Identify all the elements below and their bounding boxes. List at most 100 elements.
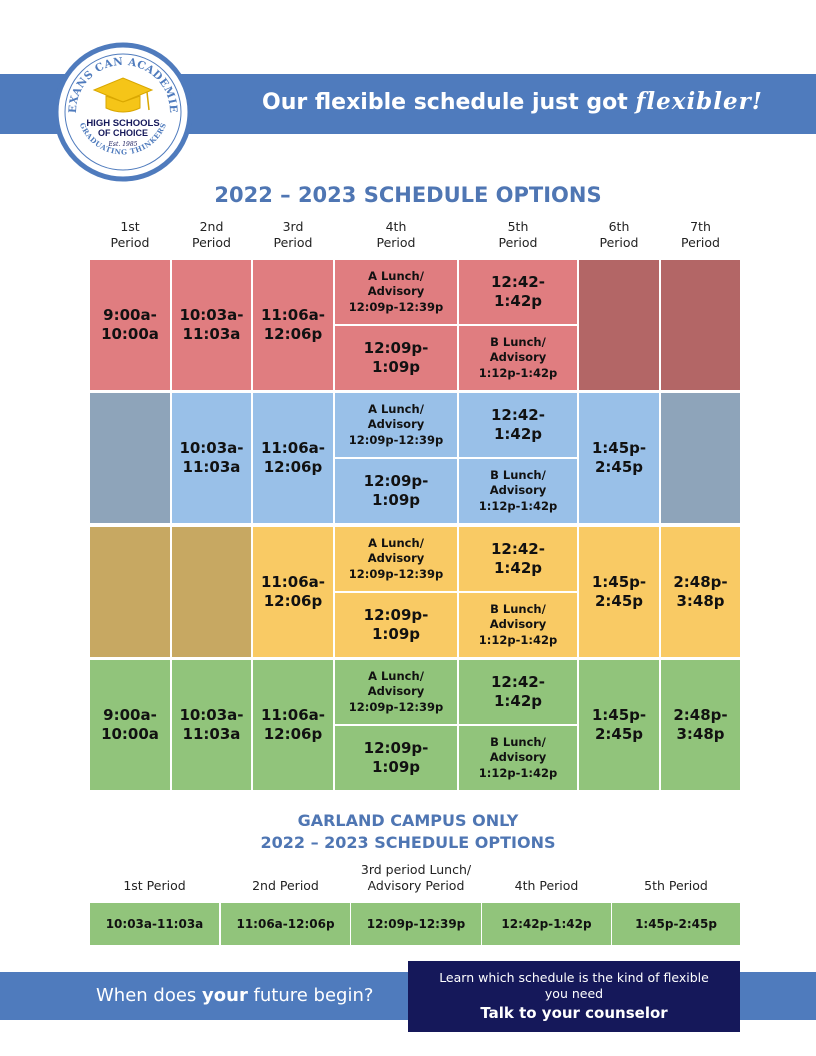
row2-period5-class: 12:42- 1:42p [459,393,577,457]
column-header-label: Period [192,234,231,250]
column-header-label: Period [110,234,150,250]
row4-period7-cell: 2:48p- 3:48p [661,660,740,790]
column-header-label: Period [498,234,538,250]
garland-time-1: 10:03a-11:03a [90,903,219,945]
row1-period4-class-text: 12:09p- 1:09p [363,339,429,376]
row4-period2-cell-text: 10:03a- 11:03a [179,706,244,743]
row3-period7-cell-text: 2:48p- 3:48p [673,573,728,610]
row2-period5-b-lunch: B Lunch/ Advisory 1:12p-1:42p [459,459,577,523]
row3-period6-cell-text: 1:45p- 2:45p [591,573,647,610]
row4-period1-cell: 9:00a- 10:00a [90,660,170,790]
column-header-1: 1st Period [90,219,170,250]
garland-header-4: 4th Period [514,878,579,893]
row1-period4-a-lunch: A Lunch/ Advisory 12:09p-12:39p [335,260,457,324]
row2-period5-b-lunch-text: B Lunch/ Advisory 1:12p-1:42p [478,467,558,513]
row1-period1-cell: 9:00a- 10:00a [90,260,170,390]
garland-time-5: 1:45p-2:45p [612,903,740,945]
column-header-2: 2nd Period [172,219,251,250]
row2-period6-cell: 1:45p- 2:45p [579,393,659,523]
row1-period2-cell: 10:03a- 11:03a [172,260,251,390]
row1-period5-b-lunch: B Lunch/ Advisory 1:12p-1:42p [459,326,577,390]
row3-period5-class: 12:42- 1:42p [459,527,577,591]
row3-period4-class: 12:09p- 1:09p [335,593,457,657]
row4-period1-cell-text: 9:00a- 10:00a [101,706,159,743]
row4-period4-class-text: 12:09p- 1:09p [363,739,429,776]
headline-script: flexibler! [635,88,763,115]
column-header-number: 6th [608,219,630,234]
row3-period5-b-lunch-text: B Lunch/ Advisory 1:12p-1:42p [478,601,558,647]
column-header-3: 3rd Period [253,219,333,250]
schedule-title: 2022 – 2023 SCHEDULE OPTIONS [214,183,602,207]
garland-time-2: 11:06a-12:06p [221,903,350,945]
row2-period6-cell-text: 1:45p- 2:45p [591,439,647,476]
column-header-number: 3rd [282,219,304,234]
row4-period5-class: 12:42- 1:42p [459,660,577,724]
logo-established: Est. 1985 [108,141,138,148]
headline-main: Our flexible schedule just got [262,90,636,115]
row2-period1-cell [90,393,170,523]
column-header-number: 1st [120,219,140,234]
row4-period5-class-text: 12:42- 1:42p [491,673,545,710]
row2-period4-class-text: 12:09p- 1:09p [363,472,429,509]
row3-period3-cell-text: 11:06a- 12:06p [260,573,326,610]
row3-period3-cell: 11:06a- 12:06p [253,527,333,657]
garland-time-4: 12:42p-1:42p [482,903,611,945]
logo-center-line2: OF CHOICE [98,128,148,138]
garland-header-2: 2nd Period [252,878,319,893]
row1-period5-class-text: 12:42- 1:42p [491,273,545,310]
row3-period4-a-lunch-text: A Lunch/ Advisory 12:09p-12:39p [348,535,444,581]
row3-period5-class-text: 12:42- 1:42p [491,540,545,577]
row4-period7-cell-text: 2:48p- 3:48p [673,706,728,743]
row1-period1-cell-text: 9:00a- 10:00a [101,306,159,343]
row1-period5-class: 12:42- 1:42p [459,260,577,324]
row4-period4-a-lunch-text: A Lunch/ Advisory 12:09p-12:39p [348,668,444,714]
row1-period7-cell [661,260,740,390]
column-header-4: 4th Period [335,219,457,250]
column-header-5: 5th Period [459,219,577,250]
column-header-number: 7th [690,219,711,234]
tagline-bold: your [202,985,248,1006]
row4-period4-class: 12:09p- 1:09p [335,726,457,790]
row2-period5-class-text: 12:42- 1:42p [491,406,545,443]
row2-period4-a-lunch-text: A Lunch/ Advisory 12:09p-12:39p [348,401,444,447]
row3-period4-a-lunch: A Lunch/ Advisory 12:09p-12:39p [335,527,457,591]
column-header-label: Period [273,234,313,250]
row1-period3-cell: 11:06a- 12:06p [253,260,333,390]
row3-period2-cell [172,527,251,657]
garland-header-1: 1st Period [123,878,186,893]
row1-period6-cell [579,260,659,390]
cta-heading: Talk to your counselor [480,1004,668,1022]
row1-period4-class: 12:09p- 1:09p [335,326,457,390]
row2-period3-cell-text: 11:06a- 12:06p [260,439,326,476]
row4-period5-b-lunch-text: B Lunch/ Advisory 1:12p-1:42p [478,734,558,780]
garland-title-line1: GARLAND CAMPUS ONLY [297,811,519,830]
garland-header-3: 3rd period Lunch/ Advisory Period [360,862,472,893]
column-header-label: Period [681,234,720,250]
row1-period5-b-lunch-text: B Lunch/ Advisory 1:12p-1:42p [478,334,558,380]
row4-period5-b-lunch: B Lunch/ Advisory 1:12p-1:42p [459,726,577,790]
row1-period3-cell-text: 11:06a- 12:06p [260,306,326,343]
column-header-7: 7th Period [661,219,740,250]
row3-period1-cell [90,527,170,657]
row4-period6-cell: 1:45p- 2:45p [579,660,659,790]
garland-header-5: 5th Period [644,878,708,893]
column-header-number: 4th [385,219,407,234]
column-header-number: 2nd [199,219,224,234]
row2-period4-class: 12:09p- 1:09p [335,459,457,523]
row4-period4-a-lunch: A Lunch/ Advisory 12:09p-12:39p [335,660,457,724]
row2-period4-a-lunch: A Lunch/ Advisory 12:09p-12:39p [335,393,457,457]
column-header-6: 6th Period [579,219,659,250]
column-header-label: Period [376,234,416,250]
garland-title-line2: 2022 – 2023 SCHEDULE OPTIONS [260,833,556,852]
row2-period2-cell-text: 10:03a- 11:03a [179,439,244,476]
cta-description: Learn which schedule is the kind of flex… [439,970,709,1001]
row4-period3-cell-text: 11:06a- 12:06p [260,706,326,743]
row2-period3-cell: 11:06a- 12:06p [253,393,333,523]
row1-period2-cell-text: 10:03a- 11:03a [179,306,244,343]
row2-period2-cell: 10:03a- 11:03a [172,393,251,523]
column-header-label: Period [599,234,639,250]
row2-period7-cell [661,393,740,523]
row4-period2-cell: 10:03a- 11:03a [172,660,251,790]
garland-time-3: 12:09p-12:39p [351,903,481,945]
tagline-post: future begin? [247,985,374,1006]
